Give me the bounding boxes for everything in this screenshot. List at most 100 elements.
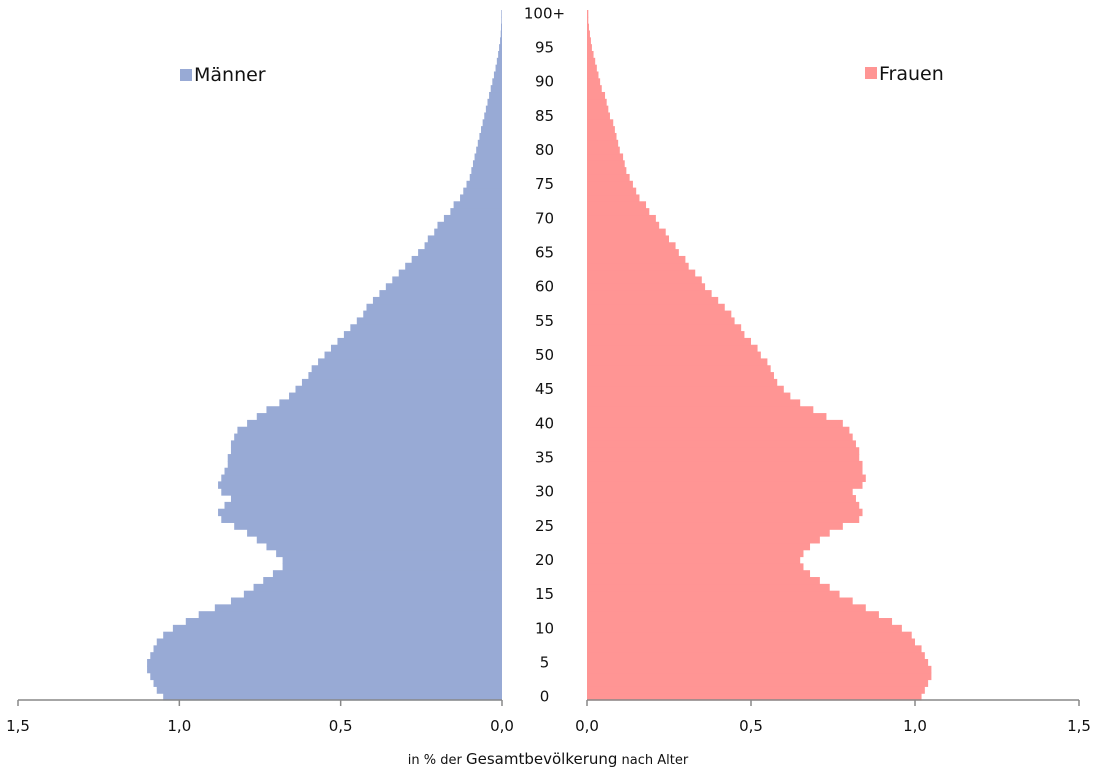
maenner-bar-age-75 bbox=[466, 180, 502, 189]
maenner-bar-age-47 bbox=[308, 372, 502, 380]
maenner-bar-age-20 bbox=[282, 556, 502, 564]
frauen-bar-age-33 bbox=[587, 467, 863, 476]
maenner-bar-age-10 bbox=[172, 624, 502, 633]
frauen-bar-age-66 bbox=[587, 242, 676, 250]
frauen-bar-age-78 bbox=[587, 160, 625, 168]
maenner-bar-age-48 bbox=[311, 365, 502, 373]
frauen-bar-age-24 bbox=[587, 529, 830, 537]
maenner-bar-age-87 bbox=[487, 98, 502, 107]
frauen-bar-age-77 bbox=[587, 167, 627, 175]
frauen-bar-age-7 bbox=[587, 645, 922, 653]
frauen-bar-age-64 bbox=[587, 255, 686, 264]
frauen-bar-age-82 bbox=[587, 132, 617, 141]
maenner-bar-age-25 bbox=[234, 522, 502, 530]
frauen-bar-age-61 bbox=[587, 276, 702, 284]
frauen-bar-age-99 bbox=[587, 16, 589, 25]
maenner-bar-age-5 bbox=[147, 659, 502, 667]
maenner-bar-age-45 bbox=[295, 385, 502, 394]
maenner-bar-age-12 bbox=[198, 611, 502, 619]
frauen-bar-age-2 bbox=[587, 679, 929, 687]
maenner-bar-age-82 bbox=[479, 132, 502, 141]
maenner-bar-age-63 bbox=[405, 262, 502, 271]
age-label: 20 bbox=[535, 551, 554, 569]
frauen-bar-age-29 bbox=[587, 495, 856, 503]
x-tick-label-left: 0,5 bbox=[329, 717, 353, 735]
frauen-bar-age-51 bbox=[587, 344, 758, 353]
maenner-bar-age-22 bbox=[266, 542, 502, 551]
maenner-bar-age-18 bbox=[272, 570, 502, 578]
frauen-bar-age-21 bbox=[587, 549, 804, 558]
frauen-bars bbox=[587, 10, 932, 701]
maenner-bar-age-58 bbox=[372, 296, 502, 305]
age-label: 25 bbox=[535, 517, 554, 535]
maenner-bar-age-80 bbox=[476, 146, 502, 155]
maenner-bar-age-73 bbox=[460, 194, 502, 202]
frauen-bar-age-55 bbox=[587, 317, 735, 325]
age-label: 50 bbox=[535, 346, 554, 364]
frauen-bar-age-41 bbox=[587, 413, 827, 421]
age-label: 0 bbox=[540, 688, 550, 706]
maenner-bar-age-14 bbox=[230, 597, 502, 605]
frauen-bar-age-32 bbox=[587, 474, 866, 482]
maenner-bar-age-93 bbox=[496, 57, 502, 66]
age-labels: 0 5 10 15 20 25 30 35 40 45 50 55 60 65 70 75 80 85 90 95 10… bbox=[524, 4, 565, 705]
maenner-bar-age-55 bbox=[356, 317, 502, 325]
legend-frauen-swatch bbox=[865, 67, 877, 79]
maenner-bar-age-68 bbox=[434, 228, 502, 237]
x-tick-label-right: 0,5 bbox=[739, 717, 763, 735]
frauen-bar-age-84 bbox=[587, 119, 614, 127]
frauen-bar-age-11 bbox=[587, 618, 893, 626]
frauen-bar-age-67 bbox=[587, 235, 669, 243]
maenner-bar-age-56 bbox=[363, 310, 502, 319]
age-label: 45 bbox=[535, 380, 554, 398]
maenner-bar-age-76 bbox=[469, 173, 502, 182]
frauen-bar-age-39 bbox=[587, 426, 850, 435]
age-label: 75 bbox=[535, 175, 554, 193]
frauen-bar-age-34 bbox=[587, 460, 863, 469]
frauen-bar-age-8 bbox=[587, 638, 915, 646]
maenner-bar-age-99 bbox=[501, 16, 502, 25]
maenner-bar-age-50 bbox=[324, 351, 502, 360]
frauen-bar-age-13 bbox=[587, 604, 866, 612]
frauen-bar-age-19 bbox=[587, 563, 804, 571]
frauen-bar-age-10 bbox=[587, 624, 902, 633]
maenner-bar-age-79 bbox=[474, 153, 502, 161]
frauen-bar-age-14 bbox=[587, 597, 853, 605]
maenner-bar-age-13 bbox=[214, 604, 502, 612]
frauen-bar-age-90 bbox=[587, 78, 601, 86]
frauen-bar-age-48 bbox=[587, 365, 771, 373]
frauen-bar-age-16 bbox=[587, 583, 830, 592]
maenner-bar-age-29 bbox=[230, 495, 502, 503]
maenner-bar-age-35 bbox=[227, 454, 503, 462]
maenner-bar-age-39 bbox=[237, 426, 502, 435]
maenner-bar-age-53 bbox=[343, 331, 502, 339]
frauen-bar-age-15 bbox=[587, 590, 840, 599]
frauen-bar-age-57 bbox=[587, 303, 725, 312]
maenner-bars bbox=[147, 10, 503, 701]
maenner-bar-age-24 bbox=[247, 529, 502, 537]
legend-maenner-swatch bbox=[180, 69, 192, 81]
maenner-bar-age-15 bbox=[243, 590, 502, 599]
frauen-bar-age-83 bbox=[587, 126, 615, 134]
frauen-bar-age-44 bbox=[587, 392, 791, 400]
maenner-bar-age-49 bbox=[318, 358, 502, 366]
frauen-bar-age-76 bbox=[587, 173, 630, 182]
frauen-bar-age-71 bbox=[587, 208, 650, 216]
frauen-bar-age-73 bbox=[587, 194, 640, 202]
frauen-bar-age-26 bbox=[587, 515, 860, 523]
x-axis-title-prefix: in % der bbox=[407, 753, 462, 768]
maenner-bar-age-54 bbox=[350, 324, 502, 332]
frauen-bar-age-54 bbox=[587, 324, 742, 332]
frauen-bar-age-42 bbox=[587, 406, 814, 414]
frauen-bar-age-28 bbox=[587, 501, 860, 510]
frauen-bar-age-37 bbox=[587, 440, 856, 448]
maenner-bar-age-33 bbox=[224, 467, 502, 476]
frauen-bar-age-59 bbox=[587, 290, 712, 298]
maenner-bar-age-17 bbox=[263, 577, 502, 585]
maenner-bar-age-84 bbox=[482, 119, 502, 127]
age-label: 30 bbox=[535, 483, 554, 501]
frauen-bar-age-12 bbox=[587, 611, 879, 619]
frauen-bar-age-50 bbox=[587, 351, 761, 360]
x-axis-title-suffix: nach Alter bbox=[621, 753, 689, 768]
frauen-bar-age-31 bbox=[587, 481, 863, 489]
